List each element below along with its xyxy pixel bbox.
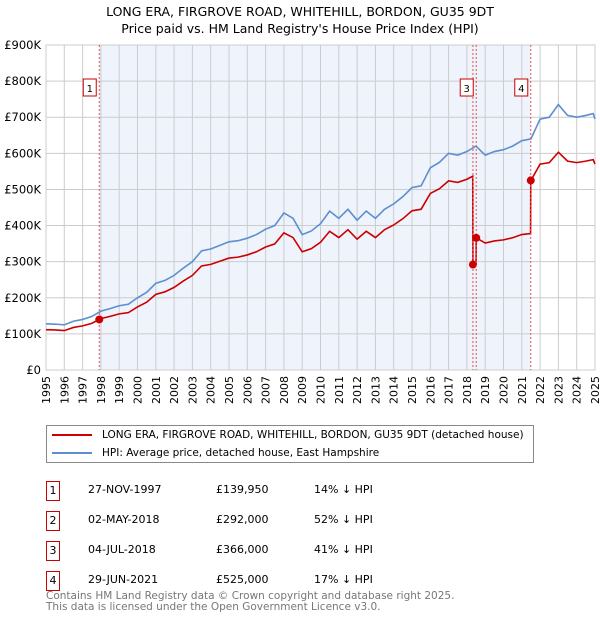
hpi-line (45, 103, 596, 326)
sale-point (526, 176, 535, 185)
x-tick-label: 2011 (333, 376, 346, 404)
x-tick-label: 2013 (369, 376, 382, 404)
sale-row: 3 04-JUL-2018 £366,000 41% ↓ HPI (46, 541, 446, 561)
sale-price: £525,000 (216, 573, 269, 586)
sale-price: £292,000 (216, 513, 269, 526)
legend: LONG ERA, FIRGROVE ROAD, WHITEHILL, BORD… (46, 425, 534, 463)
sale-date: 04-JUL-2018 (88, 543, 156, 556)
legend-swatch-property (52, 434, 92, 436)
title-line: LONG ERA, FIRGROVE ROAD, WHITEHILL, BORD… (106, 4, 494, 19)
sale-date: 29-JUN-2021 (88, 573, 159, 586)
x-tick-label: 2005 (223, 376, 236, 404)
x-tick-label: 2015 (406, 376, 419, 404)
x-tick-label: 2016 (424, 376, 437, 404)
x-tick-label: 1995 (40, 376, 53, 404)
x-tick-label: 2024 (571, 376, 584, 404)
x-tick-label: 2014 (388, 376, 401, 404)
sale-label-box (459, 78, 474, 97)
x-tick-label: 1997 (77, 376, 90, 404)
sale-point (468, 260, 477, 269)
x-tick-label: 2003 (186, 376, 199, 404)
x-tick-label: 2004 (205, 376, 218, 404)
shaded-region (99, 45, 531, 370)
footer-line-2: This data is licensed under the Open Gov… (46, 601, 381, 613)
x-tick-label: 1998 (95, 376, 108, 404)
x-tick-label: 2008 (278, 376, 291, 404)
y-tick-label: £0 (26, 363, 41, 377)
sale-hpi-diff: 52% ↓ HPI (314, 513, 373, 526)
legend-swatch-hpi (52, 452, 92, 454)
x-tick-label: 2019 (479, 376, 492, 404)
x-tick-label: 2000 (132, 376, 145, 404)
sale-number: 4 (46, 571, 60, 591)
x-tick-label: 2025 (589, 376, 600, 404)
sale-number: 2 (46, 511, 60, 531)
y-tick-label: £200K (4, 291, 41, 305)
x-tick-label: 2021 (516, 376, 529, 404)
footer: Contains HM Land Registry data © Crown c… (46, 591, 454, 613)
x-tick-label: 2002 (168, 376, 181, 404)
x-tick-label: 2012 (351, 376, 364, 404)
sale-label-box (82, 78, 97, 97)
x-tick-label: 2006 (241, 376, 254, 404)
y-tick-label: £500K (4, 182, 41, 196)
plot-border (45, 44, 596, 371)
sale-row: 4 29-JUN-2021 £525,000 17% ↓ HPI (46, 571, 446, 591)
x-tick-label: 2001 (150, 376, 163, 404)
sale-hpi-diff: 41% ↓ HPI (314, 543, 373, 556)
x-tick-label: 2009 (296, 376, 309, 404)
x-tick-label: 2020 (498, 376, 511, 404)
y-tick-label: £400K (4, 219, 41, 233)
sale-hpi-diff: 14% ↓ HPI (314, 483, 373, 496)
sale-date: 27-NOV-1997 (88, 483, 162, 496)
sale-label-box (514, 78, 529, 97)
x-tick-label: 2010 (315, 376, 328, 404)
sale-number: 3 (46, 541, 60, 561)
price-chart: 1995 1996 1997 1998 1999 2000 2001 2002 2003 2004… (4, 38, 600, 404)
sale-price: £366,000 (216, 543, 269, 556)
sale-row: 2 02-MAY-2018 £292,000 52% ↓ HPI (46, 511, 446, 531)
x-tick-label: 2023 (552, 376, 565, 404)
sale-label: 4 (518, 84, 524, 95)
x-tick-label: 2022 (534, 376, 547, 404)
footer-line-1: Contains HM Land Registry data © Crown c… (46, 590, 455, 602)
sale-point (472, 233, 481, 242)
sale-hpi-diff: 17% ↓ HPI (314, 573, 373, 586)
x-tick-label: 2007 (260, 376, 273, 404)
y-tick-label: £900K (4, 38, 41, 52)
sale-number: 1 (46, 481, 60, 501)
x-tick-label: 1999 (113, 376, 126, 404)
sale-price: £139,950 (216, 483, 269, 496)
legend-label-property: LONG ERA, FIRGROVE ROAD, WHITEHILL, BORD… (102, 429, 524, 441)
chart-title: LONG ERA, FIRGROVE ROAD, WHITEHILL, BORD… (0, 3, 600, 37)
y-tick-label: £100K (4, 327, 41, 341)
y-tick-label: £700K (4, 110, 41, 124)
y-tick-label: £300K (4, 255, 41, 269)
property-price-line (45, 151, 596, 332)
subtitle-line: Price paid vs. HM Land Registry's House … (121, 21, 479, 36)
x-tick-label: 2017 (443, 376, 456, 404)
sale-label: 3 (464, 84, 470, 95)
y-tick-label: £600K (4, 146, 41, 160)
sale-label: 1 (87, 84, 93, 95)
legend-label-hpi: HPI: Average price, detached house, East… (102, 447, 380, 459)
x-tick-label: 2018 (461, 376, 474, 404)
sale-point (95, 315, 104, 324)
sale-date: 02-MAY-2018 (88, 513, 160, 526)
y-tick-label: £800K (4, 74, 41, 88)
x-tick-label: 1996 (58, 376, 71, 404)
sale-row: 1 27-NOV-1997 £139,950 14% ↓ HPI (46, 481, 446, 501)
